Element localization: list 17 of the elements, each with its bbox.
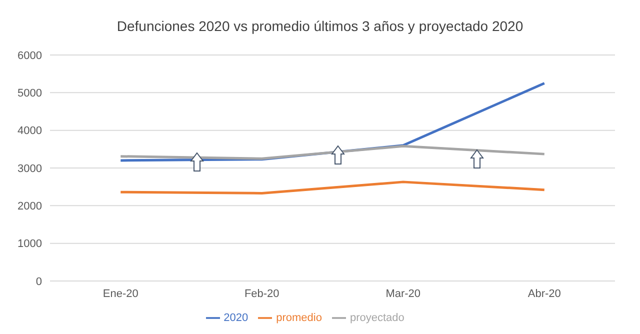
legend-label: 2020 — [224, 312, 248, 324]
y-tick-label: 5000 — [18, 88, 42, 100]
y-tick-label: 4000 — [18, 125, 42, 138]
y-tick-label: 1000 — [18, 238, 42, 250]
line-series — [119, 180, 546, 194]
x-tick-label: Mar-20 — [386, 288, 421, 300]
x-tick-label: Feb-20 — [244, 288, 280, 300]
y-tick-label: 2000 — [18, 200, 42, 213]
chart-title: Defunciones 2020 vs promedio últimos 3 años y proyectado 2020 — [116, 18, 524, 34]
line-series — [119, 144, 546, 160]
legend-label: promedio — [276, 312, 322, 324]
x-tick-label: Ene-20 — [102, 288, 138, 300]
y-tick-label: 3000 — [18, 162, 42, 175]
y-tick-label: 6000 — [18, 50, 42, 62]
legend-label: proyectado — [350, 312, 404, 324]
x-tick-label: Abr-20 — [528, 288, 561, 300]
y-tick-label: 0 — [36, 276, 42, 288]
